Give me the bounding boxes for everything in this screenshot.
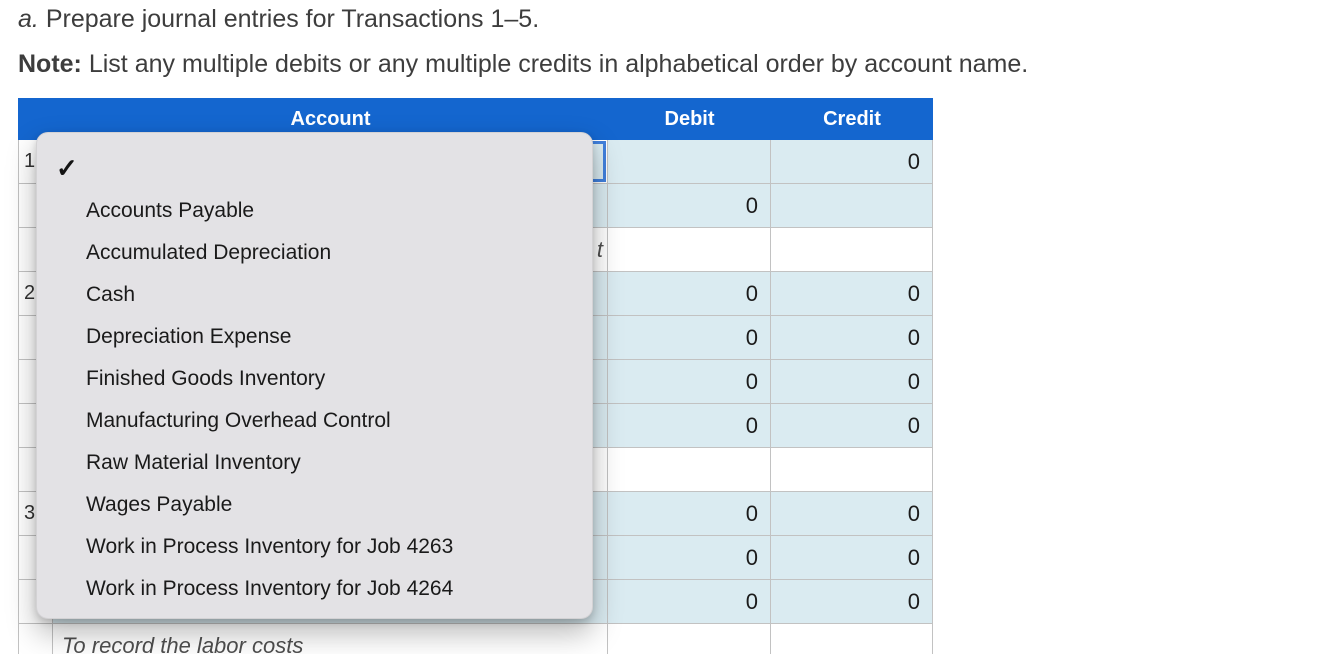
debit-input: [608, 624, 771, 654]
dropdown-option[interactable]: Depreciation Expense: [86, 325, 292, 348]
dropdown-option-blank[interactable]: ✓: [37, 146, 592, 190]
instructions: a. Prepare journal entries for Transacti…: [18, 0, 1028, 81]
dropdown-options-list: Accounts Payable Accumulated Depreciation…: [37, 190, 592, 610]
credit-input[interactable]: 0: [771, 580, 933, 624]
debit-input[interactable]: [608, 140, 771, 184]
description-cell: To record the labor costs: [53, 624, 608, 654]
debit-input: [608, 448, 771, 492]
dropdown-option[interactable]: Raw Material Inventory: [86, 451, 301, 474]
credit-input: [771, 228, 933, 272]
table-row: To record the labor costs: [18, 624, 933, 654]
column-header-debit: Debit: [664, 107, 715, 130]
dropdown-option[interactable]: Work in Process Inventory for Job 4264: [86, 577, 454, 600]
description-text: To record the labor costs: [62, 632, 304, 654]
credit-input[interactable]: 0: [771, 360, 933, 404]
debit-input[interactable]: 0: [608, 272, 771, 316]
instruction-line-1-prefix: a.: [18, 5, 39, 33]
credit-input[interactable]: 0: [771, 316, 933, 360]
description-text-fragment: t: [596, 236, 603, 262]
dropdown-option[interactable]: Cash: [86, 283, 136, 306]
debit-input[interactable]: 0: [608, 404, 771, 448]
instruction-line-2-text: List any multiple debits or any multiple…: [88, 50, 1029, 78]
column-header-account: Account: [290, 107, 371, 130]
credit-input[interactable]: 0: [771, 140, 933, 184]
debit-input[interactable]: 0: [608, 316, 771, 360]
credit-input: [771, 448, 933, 492]
dropdown-option[interactable]: Wages Payable: [86, 493, 233, 516]
instruction-line-1-text: Prepare journal entries for Transactions…: [45, 5, 540, 33]
debit-input[interactable]: 0: [608, 580, 771, 624]
credit-input[interactable]: 0: [771, 492, 933, 536]
credit-input[interactable]: 0: [771, 272, 933, 316]
dropdown-option[interactable]: Finished Goods Inventory: [86, 367, 326, 390]
dropdown-option[interactable]: Accumulated Depreciation: [86, 241, 332, 264]
dropdown-option[interactable]: Accounts Payable: [86, 199, 255, 222]
credit-input[interactable]: 0: [771, 536, 933, 580]
column-header-credit: Credit: [823, 107, 881, 130]
instruction-line-1: a. Prepare journal entries for Transacti…: [18, 3, 1028, 36]
credit-input[interactable]: [771, 184, 933, 228]
debit-input: [608, 228, 771, 272]
instruction-line-2: Note: List any multiple debits or any mu…: [18, 48, 1028, 81]
instruction-line-2-prefix: Note:: [18, 50, 82, 78]
dropdown-option[interactable]: Manufacturing Overhead Control: [86, 409, 391, 432]
debit-input[interactable]: 0: [608, 492, 771, 536]
dropdown-option[interactable]: Work in Process Inventory for Job 4263: [86, 535, 454, 558]
credit-input: [771, 624, 933, 654]
credit-input[interactable]: 0: [771, 404, 933, 448]
account-dropdown-menu: ✓ Accounts Payable Accumulated Depreciati…: [36, 132, 593, 619]
checkmark-icon: ✓: [56, 153, 78, 183]
debit-input[interactable]: 0: [608, 184, 771, 228]
debit-input[interactable]: 0: [608, 360, 771, 404]
row-number: [18, 624, 53, 654]
debit-input[interactable]: 0: [608, 536, 771, 580]
